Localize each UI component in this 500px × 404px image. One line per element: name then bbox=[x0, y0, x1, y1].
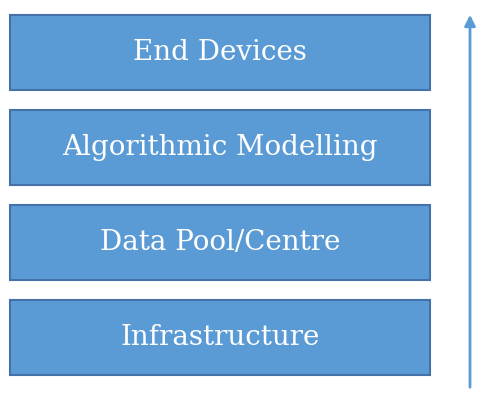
Text: Data Pool/Centre: Data Pool/Centre bbox=[100, 229, 340, 256]
Text: Algorithmic Modelling: Algorithmic Modelling bbox=[62, 134, 378, 161]
Bar bbox=[10, 300, 430, 375]
Bar bbox=[10, 15, 430, 90]
Text: Infrastructure: Infrastructure bbox=[120, 324, 320, 351]
Text: End Devices: End Devices bbox=[133, 39, 307, 66]
Bar bbox=[10, 110, 430, 185]
Bar bbox=[10, 205, 430, 280]
